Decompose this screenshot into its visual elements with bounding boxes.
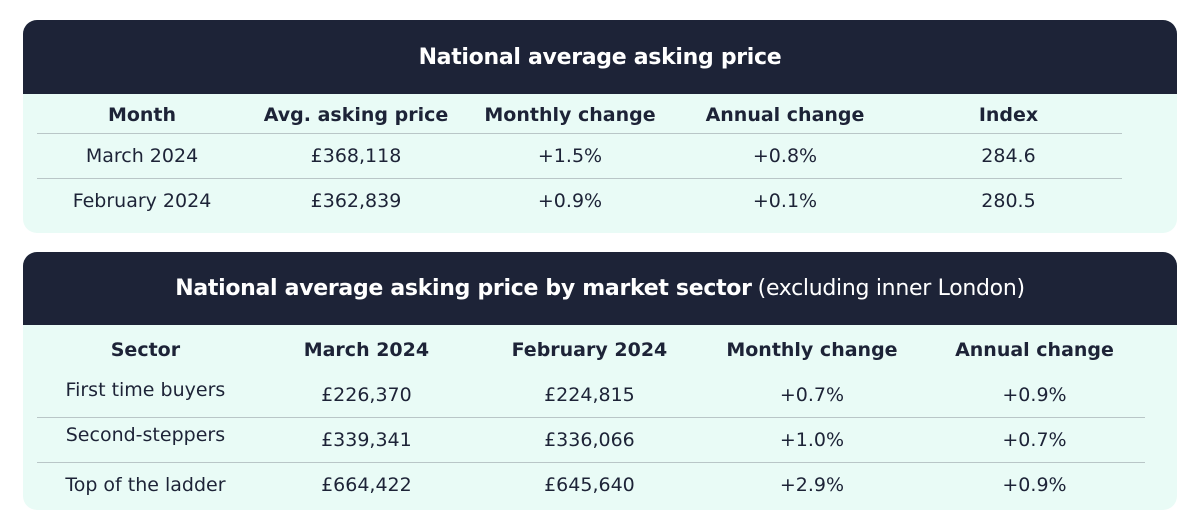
column-header-march-2024: March 2024 [303,339,430,361]
column-header-index: Index [895,96,1122,134]
column-header-avg-asking-price: Avg. asking price [247,96,465,134]
cell-sector: Second-steppers [37,417,254,463]
cell-monthly-change: +0.7% [779,384,845,406]
column-header-february-2024: February 2024 [511,339,668,361]
table-row: February 2024 £362,839 +0.9% +0.1% 280.5 [37,178,1122,223]
table-row: First time buyers £226,370 £224,815 +0.7… [37,373,1145,418]
cell-monthly-change: +1.0% [699,417,924,463]
cell-sector: First time buyers [65,379,226,401]
cell-february-2024: £336,066 [478,417,700,463]
national-average-title: National average asking price [418,44,782,70]
cell-annual-change: +0.1% [675,178,895,223]
cell-monthly-change: +1.5% [537,145,603,167]
table-row: Top of the ladder £664,422 £645,640 +2.9… [37,462,1145,507]
column-header-annual-change: Annual change [675,96,895,134]
column-header-annual-change: Annual change [955,339,1114,361]
cell-march-2024: £664,422 [253,462,479,507]
cell-month: February 2024 [37,178,247,223]
cell-month: March 2024 [85,145,199,167]
cell-avg-asking-price: £362,839 [247,178,465,223]
column-header-month: Month [37,96,247,134]
national-average-table: Month Avg. asking price Monthly change A… [37,96,1122,223]
cell-monthly-change: +0.9% [465,178,675,223]
column-header-monthly-change: Monthly change [465,96,675,134]
cell-february-2024: £224,815 [544,384,635,406]
cell-annual-change: +0.7% [923,417,1145,463]
cell-march-2024: £226,370 [321,384,412,406]
cell-annual-change: +0.8% [752,145,818,167]
column-header-monthly-change: Monthly change [726,339,898,361]
cell-march-2024: £339,341 [253,417,479,463]
cell-index: 280.5 [895,178,1122,223]
national-average-header: National average asking price [23,20,1177,94]
cell-avg-asking-price: £368,118 [310,145,402,167]
cell-annual-change: +0.9% [923,462,1145,507]
table-row: Second-steppers £339,341 £336,066 +1.0% … [37,417,1145,463]
cell-february-2024: £645,640 [478,462,700,507]
market-sector-table: Sector March 2024 February 2024 Monthly … [37,327,1145,507]
table-header-row: Month Avg. asking price Monthly change A… [37,96,1122,134]
table-header-row: Sector March 2024 February 2024 Monthly … [37,327,1145,373]
cell-index: 284.6 [981,145,1036,167]
market-sector-header: National average asking price by market … [23,252,1177,325]
column-header-sector: Sector [110,339,181,361]
cell-annual-change: +0.9% [1002,384,1067,406]
cell-monthly-change: +2.9% [699,462,924,507]
market-sector-subtitle: (excluding inner London) [757,276,1025,301]
cell-sector: Top of the ladder [37,462,254,507]
table-row: March 2024 £368,118 +1.5% +0.8% 284.6 [37,134,1122,179]
market-sector-title: National average asking price by market … [175,276,752,301]
